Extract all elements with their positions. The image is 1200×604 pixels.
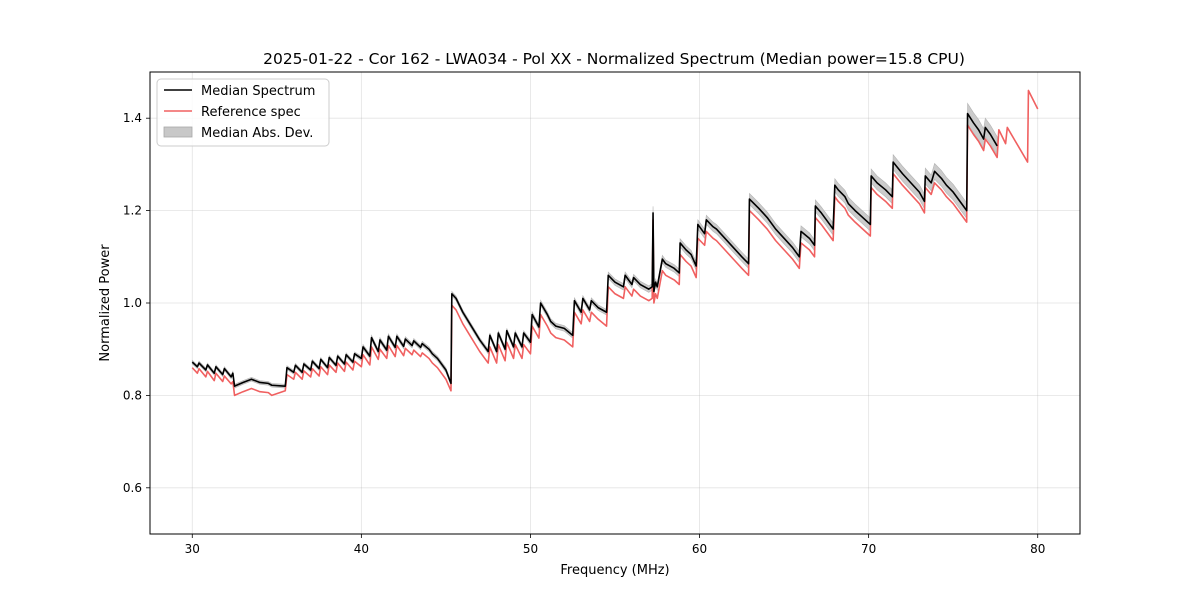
median-spectrum-line xyxy=(191,112,998,387)
chart-title: 2025-01-22 - Cor 162 - LWA034 - Pol XX -… xyxy=(263,50,965,68)
y-tick-label: 1.2 xyxy=(123,204,142,218)
y-tick-label: 0.8 xyxy=(123,388,142,402)
legend-box xyxy=(156,78,330,147)
y-tick-label: 0.6 xyxy=(123,481,142,495)
x-tick-label: 60 xyxy=(692,542,707,556)
series-layer xyxy=(191,89,1039,397)
legend-label-median-abs-dev: Median Abs. Dev. xyxy=(201,126,313,141)
x-tick-label: 50 xyxy=(523,542,538,556)
x-tick-label: 40 xyxy=(354,542,369,556)
y-tick-label: 1.0 xyxy=(123,296,142,310)
x-tick-label: 30 xyxy=(185,542,200,556)
x-axis-label: Frequency (MHz) xyxy=(560,563,669,578)
y-tick-label: 1.4 xyxy=(123,111,142,125)
x-tick-label: 80 xyxy=(1030,542,1045,556)
legend-swatch-median-abs-dev xyxy=(163,126,193,138)
x-tick-label: 70 xyxy=(861,542,876,556)
legend-label-reference-spec: Reference spec xyxy=(201,105,301,120)
legend: Median Spectrum Reference spec Median Ab… xyxy=(156,78,330,147)
legend-label-median-spectrum: Median Spectrum xyxy=(201,84,315,99)
reference-spec-line xyxy=(191,89,1039,397)
tick-layer: 30 40 50 60 70 80 0.6 0.8 1.0 1.2 1.4 xyxy=(123,111,1045,556)
y-axis-label: Normalized Power xyxy=(98,244,113,362)
